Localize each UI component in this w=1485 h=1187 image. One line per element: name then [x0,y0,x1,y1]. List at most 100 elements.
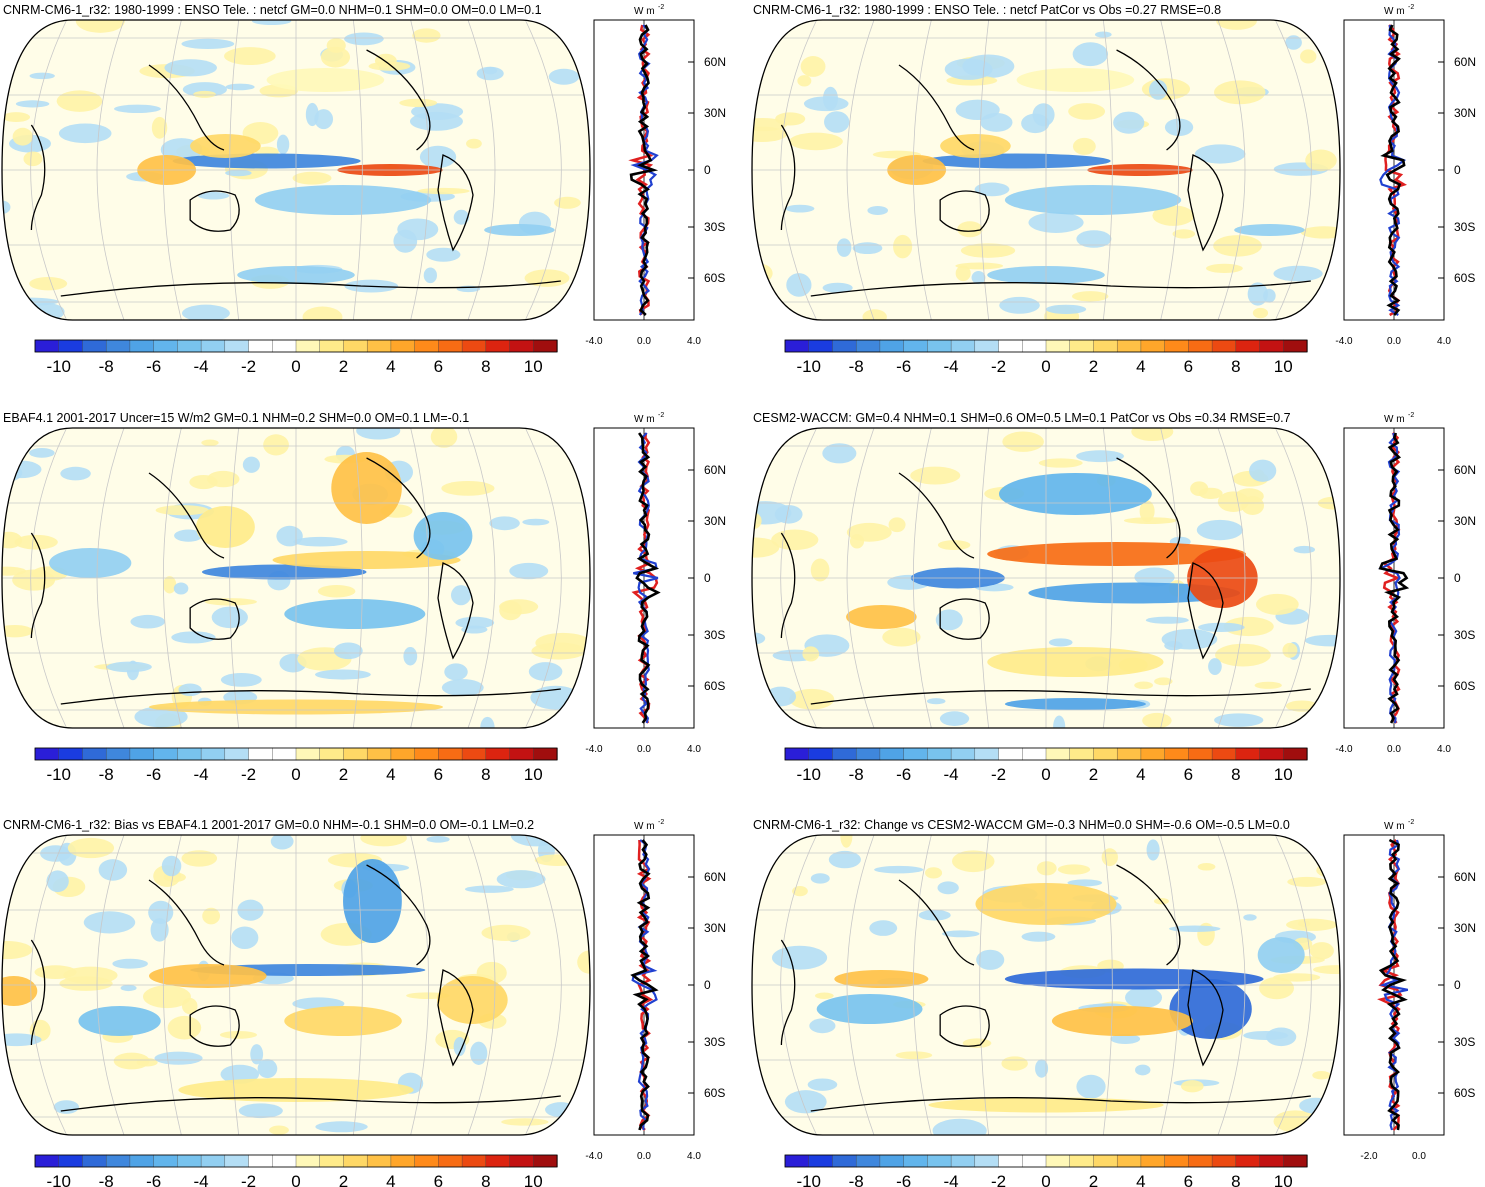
latitude-label: 30S [1454,628,1475,642]
map-panel-4: CESM2-WACCM: GM=0.4 NHM=0.1 SHM=0.6 OM=0… [751,411,1476,784]
profile-x-label: 0.0 [637,1151,651,1162]
colorbar-swatch [1259,747,1284,761]
coastline-north-america [366,49,431,151]
noise-patch [426,247,461,262]
coastline-south-america [437,154,474,252]
coastline-north-america [1116,457,1181,559]
longitude-line [1274,20,1312,320]
colorbar-frame [34,1154,558,1168]
colorbar-swatch [414,339,440,353]
noise-patch [1131,428,1174,442]
anomaly-region [266,68,385,92]
colorbar-tick-label: 8 [1231,1172,1240,1187]
colorbar-swatch [366,1154,392,1168]
noise-patch [785,204,815,213]
colorbar-tick-label: -2 [241,357,256,376]
colorbar-frame [34,339,558,353]
anomaly-region [331,452,402,524]
longitude-line [780,428,818,728]
noise-patch [810,873,830,884]
noise-patch [302,306,343,320]
profile-unit-exponent: -2 [1408,4,1414,11]
latitude-label: 60S [1454,1086,1475,1100]
colorbar-swatch [390,1154,416,1168]
noise-patch [955,265,971,282]
colorbar-swatch [974,1154,1000,1168]
coastline-north-america [366,457,431,559]
colorbar-swatch [105,1154,131,1168]
anomaly-region [922,153,1111,169]
profile-x-label: 4.0 [687,744,701,755]
colorbar-tick-label: -8 [849,1172,864,1187]
map-field [2,428,590,728]
noise-patch [173,582,189,595]
anomaly-region [816,994,923,1024]
noise-patch [1243,914,1257,921]
noise-patch [162,576,177,594]
colorbar-swatch [1235,1154,1261,1168]
colorbar-swatch [272,747,297,761]
anomaly-region [272,551,461,569]
colorbar-swatch [200,339,226,353]
noise-patch [548,68,580,85]
colorbar-swatch [998,339,1023,353]
longitude-line [1217,835,1246,1135]
latitude-label: 30N [1454,106,1476,120]
profile-unit-exponent: -2 [658,412,664,419]
colorbar-tick-label: 8 [1231,357,1240,376]
noise-patch [1169,925,1221,933]
map-outline [1,427,591,729]
colorbar-swatch [927,1154,952,1168]
noise-patch [1215,643,1271,667]
anomaly-region [1004,698,1146,710]
coastline-australia [939,598,990,640]
colorbar-swatch [832,747,857,761]
colorbar-swatch [1069,339,1095,353]
noise-patch [250,1044,264,1065]
colorbar-swatch [1093,339,1118,353]
colorbar-swatch [1045,1154,1071,1168]
noise-patch [1197,863,1216,871]
colorbar-swatch [129,339,155,353]
zonal-mean-line [1381,432,1401,724]
noise-patch [524,269,570,287]
longitude-line [1274,835,1312,1135]
colorbar-tick-label: 0 [291,765,300,784]
colorbar-tick-label: 4 [1136,765,1145,784]
noise-patch [1076,450,1125,463]
noise-patch [2,112,31,123]
colorbar-swatch [224,747,250,761]
longitude-line [410,20,430,320]
longitude-line [162,20,182,320]
panel-title: EBAF4.1 2001-2017 Uncer=15 W/m2 GM=0.1 N… [3,411,469,425]
noise-patch [888,517,906,533]
noise-patch [944,58,993,80]
noise-patch [201,439,219,447]
longitude-line [846,835,875,1135]
noise-patch [893,234,913,259]
noise-patch [489,516,520,531]
noise-patch [292,171,332,185]
noise-patch [828,850,861,869]
noise-patch [822,86,838,111]
noise-patch [971,271,986,285]
colorbar-swatch [248,339,273,353]
colorbar-tick-label: -10 [796,357,821,376]
zonal-mean-line [1380,24,1406,316]
colorbar-swatch [509,1154,534,1168]
anomaly-region [846,605,917,629]
noise-patch [545,1102,577,1118]
noise-patch [1252,307,1269,319]
anomaly-region [1028,582,1241,604]
noise-patch [771,529,819,551]
anomaly-region [196,506,255,548]
latitude-label: 60N [1454,463,1476,477]
coastline-asia [148,64,225,151]
noise-patch [792,885,808,897]
colorbar-tick-label: -4 [194,765,209,784]
latitude-label: 0 [1454,571,1461,585]
map-panel-6: CNRM-CM6-1_r32: Change vs CESM2-WACCM GM… [751,818,1476,1187]
colorbar-swatch [950,339,976,353]
longitude-line [96,20,125,320]
longitude-line [96,835,125,1135]
